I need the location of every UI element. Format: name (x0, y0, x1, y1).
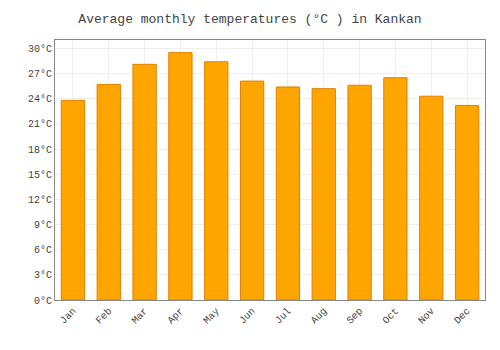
svg-text:21°C: 21°C (28, 119, 52, 130)
svg-text:27°C: 27°C (28, 69, 52, 80)
svg-text:Oct: Oct (381, 306, 402, 327)
svg-text:Nov: Nov (416, 306, 437, 327)
svg-text:Sep: Sep (345, 306, 366, 327)
svg-text:Mar: Mar (130, 306, 151, 327)
svg-text:30°C: 30°C (28, 44, 52, 55)
svg-text:Apr: Apr (166, 306, 187, 327)
svg-text:12°C: 12°C (28, 195, 52, 206)
svg-text:Jul: Jul (273, 306, 294, 327)
svg-text:0°C: 0°C (34, 296, 52, 307)
svg-text:24°C: 24°C (28, 94, 52, 105)
svg-text:May: May (201, 306, 222, 327)
svg-text:Aug: Aug (309, 306, 330, 327)
svg-text:18°C: 18°C (28, 145, 52, 156)
svg-text:9°C: 9°C (34, 220, 52, 231)
svg-text:3°C: 3°C (34, 270, 52, 281)
svg-text:6°C: 6°C (34, 245, 52, 256)
svg-text:Average monthly temperatures (: Average monthly temperatures (°C ) in Ka… (78, 12, 421, 27)
svg-text:Jan: Jan (58, 306, 79, 327)
svg-text:15°C: 15°C (28, 170, 52, 181)
svg-text:Dec: Dec (452, 306, 473, 327)
svg-text:Feb: Feb (94, 306, 115, 327)
svg-text:Jun: Jun (237, 306, 258, 327)
